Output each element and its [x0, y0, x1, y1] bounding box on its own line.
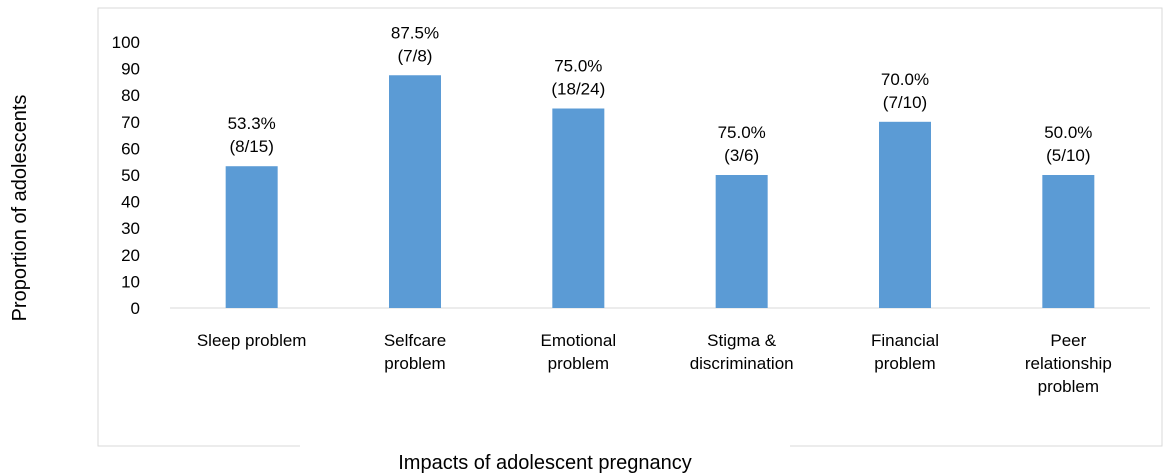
bar — [1042, 175, 1095, 308]
category-labels: Sleep problem Selfcare problem Emotional pro… — [197, 331, 1112, 396]
category-label: Selfcare problem — [384, 331, 446, 373]
data-label: 75.0% (18/24) — [551, 57, 605, 99]
data-label: 70.0% (7/10) — [881, 70, 929, 112]
x-axis-title: Impacts of adolescent pregnancy — [398, 452, 692, 474]
y-tick-label: 90 — [121, 60, 140, 79]
bar — [552, 108, 605, 308]
category-label: Stigma & discrimination — [690, 331, 794, 373]
category-label: Emotional problem — [541, 331, 617, 373]
y-axis-ticks: 0 10 20 30 40 50 60 70 80 90 100 — [112, 33, 140, 318]
y-tick-label: 50 — [121, 166, 140, 185]
data-label: 75.0% (3/6) — [718, 123, 766, 165]
category-label: Financial problem — [871, 331, 939, 373]
y-axis-title: Proportion of adolescents — [9, 95, 31, 322]
bar — [225, 166, 278, 308]
y-tick-label: 100 — [112, 33, 140, 52]
bar — [389, 75, 441, 308]
data-labels: 53.3% (8/15) 87.5% (7/8) 75.0% (18/24) 75.0% (3… — [228, 23, 1093, 165]
category-label: Sleep problem — [197, 331, 307, 350]
bar — [715, 175, 768, 308]
category-label: Peer relationship problem — [1025, 331, 1112, 396]
data-label: 50.0% (5/10) — [1044, 123, 1092, 165]
data-label: 53.3% (8/15) — [228, 114, 276, 156]
y-tick-label: 0 — [131, 299, 140, 318]
y-tick-label: 60 — [121, 139, 140, 158]
y-tick-label: 70 — [121, 113, 140, 132]
y-tick-label: 20 — [121, 246, 140, 265]
y-tick-label: 10 — [121, 272, 140, 291]
chart-frame — [97, 7, 1163, 447]
bars — [225, 75, 1095, 308]
bar — [879, 121, 931, 308]
y-tick-label: 30 — [121, 219, 140, 238]
data-label: 87.5% (7/8) — [391, 23, 439, 65]
y-tick-label: 80 — [121, 86, 140, 105]
y-tick-label: 40 — [121, 193, 140, 212]
